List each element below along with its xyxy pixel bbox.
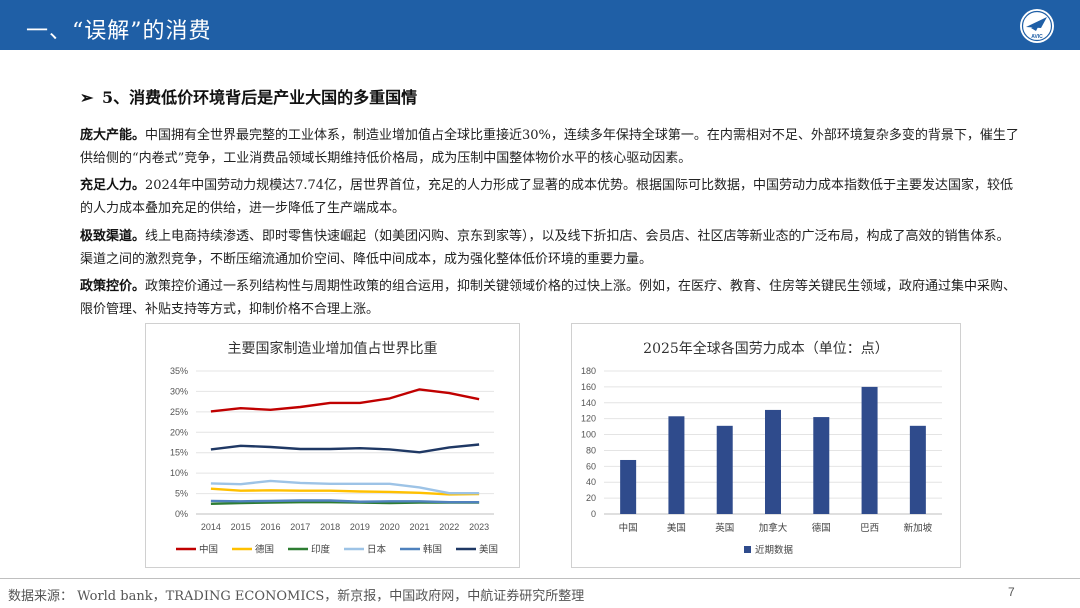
paragraph-text: 2024年中国劳动力规模达7.74亿，居世界首位，充足的人力形成了显著的成本优势… bbox=[80, 178, 1014, 216]
data-source: 数据来源： World bank，TRADING ECONOMICS，新京报，中… bbox=[8, 589, 585, 604]
paragraph-keyword: 庞大产能。 bbox=[80, 128, 146, 143]
bar bbox=[861, 386, 878, 514]
paragraph-policy: 政策控价。政策控价通过一系列结构性与周期性政策的组合运用，抑制关键领域价格的过快… bbox=[80, 275, 1020, 321]
y-tick-label: 35% bbox=[170, 366, 188, 376]
y-tick-label: 5% bbox=[175, 489, 188, 499]
line-chart: 0% 5% 10% 15% 20% 25% 30% 35% 2014 2015 2016 2017 20… bbox=[170, 366, 498, 556]
paragraph-capacity: 庞大产能。中国拥有全世界最完整的工业体系，制造业增加值占全球比重接近30%，连续… bbox=[80, 124, 1020, 170]
x-tick-label: 2017 bbox=[290, 522, 310, 532]
x-tick-label: 2022 bbox=[439, 522, 459, 532]
avic-logo-icon: AVIC bbox=[1020, 9, 1054, 43]
x-tick-label: 美国 bbox=[667, 522, 686, 534]
header-bar: 一、“误解”的消费 AVIC bbox=[0, 0, 1080, 50]
y-tick-label: 25% bbox=[170, 407, 188, 417]
line-chart-panel: 主要国家制造业增加值占世界比重 0% 5% 10% 15% 20% 25% 30% 35% 20… bbox=[145, 323, 520, 568]
bar-chart-title: 2025年全球各国劳力成本（单位：点） bbox=[643, 341, 889, 357]
x-tick-label: 新加坡 bbox=[904, 522, 933, 534]
x-tick-label: 2020 bbox=[380, 522, 400, 532]
bar bbox=[909, 425, 926, 514]
y-tick-label: 160 bbox=[581, 382, 596, 392]
series-line bbox=[210, 499, 480, 504]
y-tick-label: 100 bbox=[581, 430, 596, 440]
y-tick-label: 80 bbox=[586, 445, 596, 455]
x-tick-label: 德国 bbox=[812, 522, 831, 534]
bar-chart: 0 20 40 60 80 100 120 140 160 180 中国 美国 英国 加拿大 德国 巴西 新加坡… bbox=[581, 366, 942, 556]
series-line bbox=[210, 388, 480, 413]
line-chart-title: 主要国家制造业增加值占世界比重 bbox=[227, 341, 438, 357]
legend-label: 日本 bbox=[367, 544, 387, 556]
legend-label: 中国 bbox=[199, 544, 218, 556]
footer-divider bbox=[0, 578, 1080, 579]
legend-label: 韩国 bbox=[423, 544, 442, 556]
page-number: 7 bbox=[1008, 585, 1015, 599]
y-tick-label: 60 bbox=[586, 461, 596, 471]
y-tick-label: 10% bbox=[170, 468, 188, 478]
x-tick-label: 2021 bbox=[409, 522, 429, 532]
x-tick-label: 2018 bbox=[320, 522, 340, 532]
legend-label: 近期数据 bbox=[755, 544, 794, 556]
section-subtitle: ➢ 5、消费低价环境背后是产业大国的多重国情 bbox=[80, 84, 417, 108]
x-tick-label: 2014 bbox=[201, 522, 221, 532]
bar bbox=[765, 409, 781, 514]
bar bbox=[620, 459, 637, 514]
legend-label: 美国 bbox=[479, 544, 498, 556]
bar bbox=[668, 416, 685, 514]
bar bbox=[813, 417, 830, 514]
legend-label: 德国 bbox=[255, 544, 274, 556]
logo-text: AVIC bbox=[1031, 34, 1043, 40]
subtitle-text: 5、消费低价环境背后是产业大国的多重国情 bbox=[102, 88, 418, 107]
y-tick-label: 30% bbox=[170, 386, 188, 396]
paragraph-channel: 极致渠道。线上电商持续渗透、即时零售快速崛起（如美团闪购、京东到家等），以及线下… bbox=[80, 225, 1020, 271]
paragraph-labor: 充足人力。2024年中国劳动力规模达7.74亿，居世界首位，充足的人力形成了显著… bbox=[80, 174, 1020, 220]
y-tick-label: 120 bbox=[581, 414, 596, 424]
series-line bbox=[210, 479, 480, 495]
y-tick-label: 0 bbox=[591, 509, 596, 519]
x-tick-label: 巴西 bbox=[860, 523, 879, 534]
y-tick-label: 0% bbox=[175, 509, 188, 519]
y-tick-label: 40 bbox=[586, 477, 596, 487]
x-tick-label: 加拿大 bbox=[759, 522, 788, 534]
x-tick-label: 中国 bbox=[619, 522, 638, 534]
y-tick-label: 20 bbox=[586, 493, 596, 503]
series-line bbox=[210, 443, 480, 454]
x-tick-label: 2023 bbox=[469, 522, 489, 532]
paragraph-text: 线上电商持续渗透、即时零售快速崛起（如美团闪购、京东到家等），以及线下折扣店、会… bbox=[80, 229, 1010, 267]
y-tick-label: 20% bbox=[170, 427, 188, 437]
y-tick-label: 180 bbox=[581, 366, 596, 376]
y-tick-label: 15% bbox=[170, 448, 188, 458]
bar-chart-panel: 2025年全球各国劳力成本（单位：点） 0 20 40 60 80 100 120 140 16… bbox=[571, 323, 961, 568]
paragraph-text: 中国拥有全世界最完整的工业体系，制造业增加值占全球比重接近30%，连续多年保持全… bbox=[80, 128, 1019, 166]
y-tick-label: 140 bbox=[581, 398, 596, 408]
arrow-bullet-icon: ➢ bbox=[80, 88, 94, 107]
x-tick-label: 2019 bbox=[350, 522, 370, 532]
page-title: 一、“误解”的消费 bbox=[26, 19, 212, 44]
x-tick-label: 2015 bbox=[231, 522, 251, 532]
x-tick-label: 2016 bbox=[260, 522, 280, 532]
paragraph-text: 政策控价通过一系列结构性与周期性政策的组合运用，抑制关键领域价格的过快上涨。例如… bbox=[80, 279, 1017, 317]
legend-label: 印度 bbox=[311, 544, 331, 556]
series-line bbox=[210, 487, 480, 496]
x-tick-label: 英国 bbox=[715, 522, 734, 534]
paragraph-keyword: 充足人力。 bbox=[80, 178, 146, 193]
legend-swatch bbox=[744, 546, 751, 553]
paragraph-keyword: 极致渠道。 bbox=[80, 229, 146, 244]
paragraph-keyword: 政策控价。 bbox=[80, 279, 146, 294]
bar bbox=[716, 425, 733, 514]
